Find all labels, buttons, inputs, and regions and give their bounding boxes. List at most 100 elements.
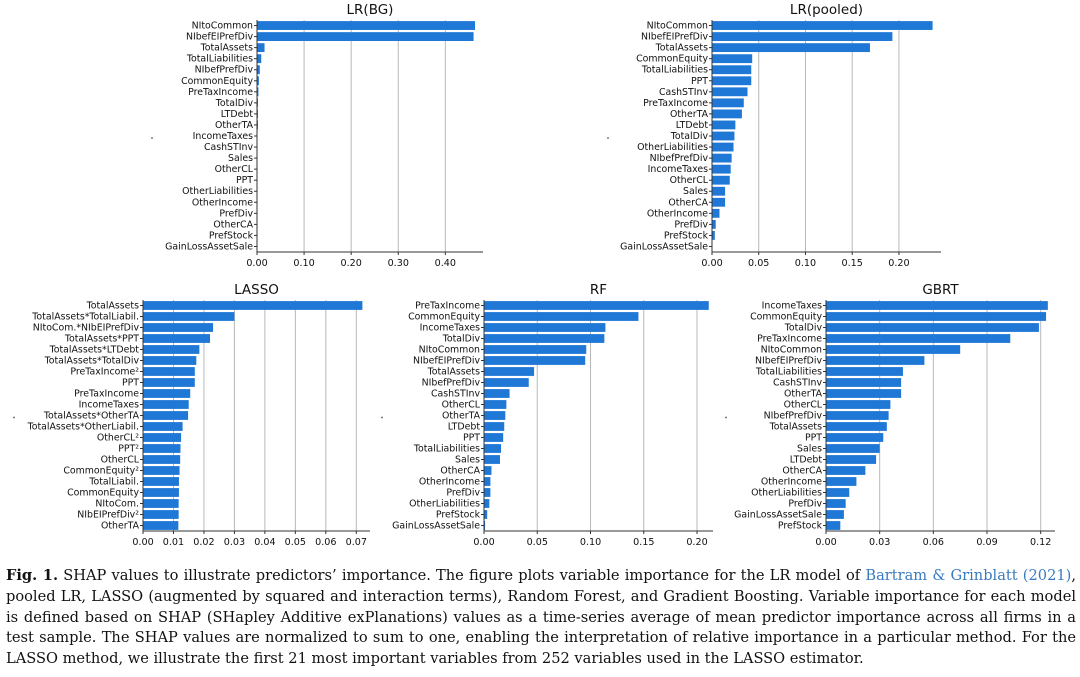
rf-bar	[484, 356, 586, 365]
gbrt-bar	[826, 345, 961, 354]
figure-caption: Fig. 1. SHAP values to illustrate predic…	[6, 566, 1076, 670]
lr-bg-bar	[257, 65, 260, 75]
lasso-category-label: PreTaxIncome²	[70, 367, 139, 378]
lr-bg-category-label: OtherTA	[215, 120, 254, 131]
rf-xtick-label: 0.15	[633, 537, 654, 548]
lr-bg-xtick-label: 0.40	[435, 258, 456, 269]
gbrt-bar	[826, 334, 1011, 343]
rf-category-label: PreTaxIncome	[415, 301, 480, 312]
rf-category-label: CashSTInv	[431, 389, 481, 400]
lasso-category-label: CommonEquity	[67, 488, 139, 499]
lasso-bar	[143, 389, 191, 398]
lr-pooled-bar	[712, 109, 742, 119]
lasso-category-label: OtherCL	[101, 455, 140, 466]
lr-pooled-category-label: NIbefEIPrefDiv	[641, 32, 709, 43]
gbrt-category-label: IncomeTaxes	[762, 301, 822, 312]
rf-category-label: GainLossAssetSale	[392, 521, 480, 532]
lasso-category-label: TotalAssets*LTDebt	[49, 345, 140, 356]
lr-pooled-bar	[712, 219, 716, 229]
lr-pooled-xtick-label: 0.05	[748, 258, 769, 269]
gbrt-category-label: OtherCL	[784, 400, 823, 411]
lr-pooled-bar	[712, 43, 870, 53]
lr-pooled-category-label: OtherCL	[670, 175, 709, 186]
gbrt-bar	[826, 422, 887, 431]
rf-bar	[484, 466, 492, 475]
lr-bg-bar	[257, 43, 265, 53]
rf-category-label: NItoCommon	[419, 345, 480, 356]
lr-pooled-bar	[712, 21, 933, 30]
lr-pooled-bar	[712, 32, 893, 41]
gbrt-category-label: NIbefPrefDiv	[764, 411, 823, 422]
lasso-category-label: TotalAssets*PPT	[64, 334, 139, 345]
lasso-xtick-label: 0.00	[132, 537, 153, 548]
rf-category-label: NIbefPrefDiv	[422, 378, 481, 389]
lr-pooled-axis-dot	[607, 137, 609, 139]
gbrt-bar	[826, 488, 850, 497]
lasso-category-label: TotalAssets*TotalDiv	[44, 356, 140, 367]
gbrt-title: GBRT	[922, 282, 959, 298]
lr-bg-category-label: NIbefEIPrefDiv	[186, 32, 254, 43]
rf-category-label: Sales	[455, 455, 480, 466]
caption-text-1: SHAP values to illustrate predictors’ im…	[58, 567, 866, 584]
rf-bar	[484, 312, 639, 321]
chart-figure: NItoCommonNIbefEIPrefDivTotalAssetsTotal…	[13, 2, 1055, 548]
lr-bg-category-label: PrefDiv	[219, 208, 253, 219]
rf-bar	[484, 422, 505, 431]
rf-category-label: NIbefEIPrefDiv	[413, 356, 481, 367]
gbrt-category-label: OtherTA	[784, 389, 823, 400]
lr-pooled-bar	[712, 208, 720, 218]
lasso-bar	[143, 455, 181, 464]
lasso-bar	[143, 334, 211, 343]
lasso-xtick-label: 0.01	[163, 537, 184, 548]
lr-pooled-category-label: PrefStock	[664, 230, 709, 241]
lasso-bar	[143, 433, 182, 442]
lasso-bar	[143, 477, 179, 486]
lr-pooled-category-label: TotalLiabilities	[641, 65, 708, 76]
gbrt-bar	[826, 444, 880, 453]
gbrt-category-label: LTDebt	[790, 455, 823, 466]
lr-bg-category-label: TotalAssets	[200, 43, 254, 54]
rf-category-label: PrefDiv	[446, 488, 480, 499]
rf-category-label: TotalAssets	[427, 367, 481, 378]
lasso-bar	[143, 400, 189, 409]
rf-bar	[484, 323, 606, 332]
rf-bar	[484, 411, 506, 420]
lr-pooled-xtick-label: 0.20	[888, 258, 909, 269]
rf-category-label: PPT	[463, 433, 480, 444]
lr-pooled-xtick-label: 0.00	[701, 258, 722, 269]
lr-bg-category-label: PrefStock	[209, 230, 254, 241]
gbrt-category-label: PreTaxIncome	[757, 334, 822, 345]
rf-bar	[484, 510, 488, 519]
gbrt-xtick-label: 0.09	[976, 537, 997, 548]
gbrt-xtick-label: 0.00	[815, 537, 836, 548]
rf-category-label: CommonEquity	[408, 312, 480, 323]
gbrt-bar	[826, 477, 857, 486]
rf-bar	[484, 378, 529, 387]
lr-pooled-bar	[712, 87, 748, 97]
lasso-xtick-label: 0.07	[346, 537, 367, 548]
rf-bar	[484, 444, 502, 453]
lasso-category-label: PPT²	[118, 444, 139, 455]
lasso-category-label: PreTaxIncome	[74, 389, 139, 400]
caption-reference-link[interactable]: Bartram & Grinblatt (2021)	[865, 567, 1072, 584]
lasso-xtick-label: 0.05	[285, 537, 306, 548]
lr-bg-category-label: LTDebt	[221, 109, 254, 120]
rf-category-label: OtherIncome	[419, 477, 480, 488]
lasso-category-label: TotalLiabil.	[88, 477, 139, 488]
rf-bar	[484, 488, 491, 497]
gbrt-category-label: TotalDiv	[784, 323, 823, 334]
lr-pooled-title: LR(pooled)	[790, 2, 863, 18]
lr-pooled-category-label: PrefDiv	[674, 219, 708, 230]
lasso-bar	[143, 411, 189, 420]
lr-pooled-category-label: OtherCA	[668, 197, 708, 208]
rf-axis-dot	[381, 416, 383, 419]
lr-pooled-category-label: CommonEquity	[636, 54, 708, 65]
gbrt-axis-dot	[725, 416, 727, 419]
lr-bg-category-label: OtherIncome	[192, 197, 253, 208]
rf-category-label: OtherCL	[442, 400, 481, 411]
lr-pooled-category-label: CashSTInv	[659, 87, 709, 98]
gbrt-category-label: Sales	[797, 444, 822, 455]
lr-pooled-bar	[712, 231, 715, 240]
rf-bar	[484, 301, 709, 310]
lr-bg-category-label: Sales	[228, 153, 253, 164]
